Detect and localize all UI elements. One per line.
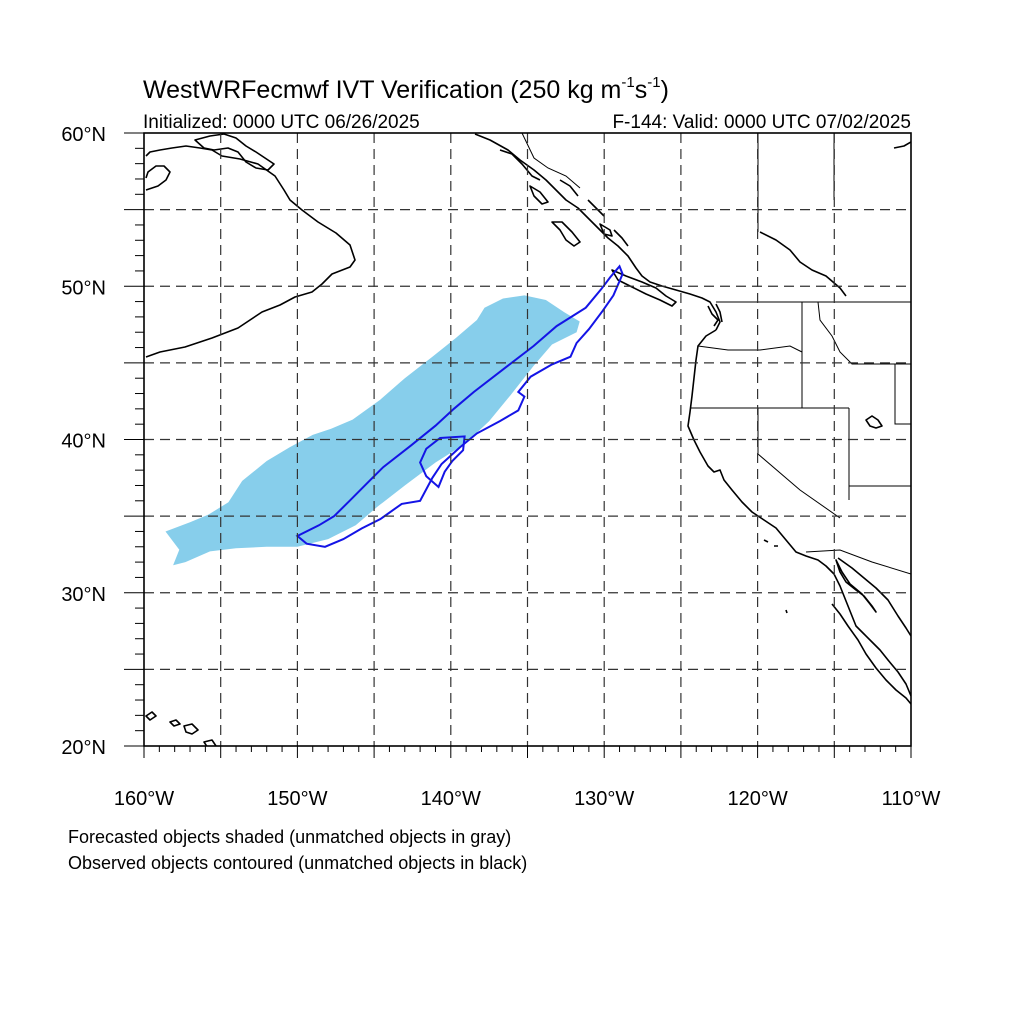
observed-ivt-contour [295,264,624,548]
lon-tick-label: 160°W [114,788,174,810]
map-plot-area [124,132,912,758]
political-borders [521,133,911,575]
title-main: WestWRFecmwf IVT Verification (250 kg m [143,76,621,104]
lon-tick-label: 150°W [267,788,327,810]
figure-title: WestWRFecmwf IVT Verification (250 kg m-… [143,74,669,104]
alaska-canada-border [521,133,581,189]
lon-tick-label: 120°W [727,788,787,810]
axis-ticks [124,132,912,758]
hawaii-islands [145,711,217,746]
lon-tick-label: 140°W [421,788,481,810]
title-sup-1: -1 [621,74,634,91]
observed-ivt-inner-contour [419,435,466,489]
mainland-mexico-coast [831,557,911,705]
lat-tick-label: 50°N [61,277,106,299]
baja-coastline [835,559,877,613]
us-mexico-border [805,549,911,575]
panhandle-coastline [474,133,721,331]
alaska-inlet [145,165,171,191]
great-salt-lake [865,415,883,429]
valid-time-label: F-144: Valid: 0000 UTC 07/02/2025 [612,112,911,133]
lon-tick-label: 110°W [882,788,941,810]
puget-sound [707,303,723,327]
us-west-coastline [687,329,911,697]
footnote-observed: Observed objects contoured (unmatched ob… [68,853,527,873]
init-time-label: Initialized: 0000 UTC 06/26/2025 [143,112,420,133]
bc-fjords [499,149,629,247]
bc-islands [529,185,677,307]
title-end: ) [661,76,669,104]
longitude-labels: 160°W 150°W 140°W 130°W 120°W 110°W [114,788,941,810]
lat-tick-label: 40°N [61,431,106,453]
lat-tick-label: 60°N [61,124,106,146]
footnote-forecast: Forecasted objects shaded (unmatched obj… [68,827,511,847]
forecast-ivt-object [165,295,580,566]
channel-islands [763,539,788,614]
graticule [144,133,911,746]
alaska-coastline [145,145,356,358]
lat-tick-label: 30°N [61,584,106,606]
wa-or-border [697,345,803,353]
lon-tick-label: 130°W [574,788,634,810]
title-sup-2: -1 [647,74,660,91]
id-mt-border [817,301,911,365]
title-mid: s [635,76,648,104]
upper-right-coast [893,141,911,149]
latitude-labels: 60°N 50°N 40°N 30°N 20°N [61,124,106,759]
wy-border [894,364,911,425]
lat-tick-label: 20°N [61,737,106,759]
